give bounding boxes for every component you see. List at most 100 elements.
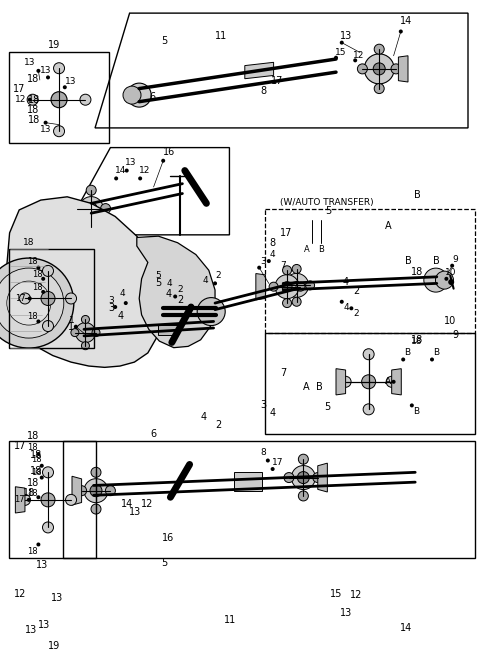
- Circle shape: [299, 491, 308, 501]
- Circle shape: [43, 321, 53, 331]
- Text: 4: 4: [118, 311, 124, 321]
- Circle shape: [279, 281, 288, 290]
- Circle shape: [340, 300, 344, 304]
- Circle shape: [283, 266, 291, 275]
- Circle shape: [91, 467, 101, 478]
- Circle shape: [82, 342, 89, 350]
- Text: 17: 17: [271, 76, 284, 87]
- Polygon shape: [15, 487, 25, 513]
- Polygon shape: [137, 236, 215, 348]
- Text: 8: 8: [270, 237, 276, 248]
- Text: 7: 7: [280, 367, 287, 378]
- Text: 4: 4: [343, 277, 348, 287]
- Circle shape: [66, 495, 76, 505]
- Circle shape: [28, 98, 32, 102]
- Polygon shape: [158, 325, 178, 335]
- Text: 10: 10: [445, 268, 457, 277]
- Circle shape: [79, 197, 103, 220]
- Circle shape: [269, 282, 278, 291]
- Text: 18: 18: [26, 478, 39, 488]
- Text: 15: 15: [335, 48, 347, 57]
- Polygon shape: [398, 56, 408, 82]
- Text: 14: 14: [115, 166, 127, 175]
- Text: B: B: [405, 256, 411, 266]
- Text: 12: 12: [141, 499, 154, 509]
- Text: 7: 7: [280, 261, 286, 270]
- Circle shape: [41, 493, 55, 507]
- Circle shape: [138, 176, 142, 180]
- Text: 2: 2: [216, 271, 221, 280]
- Text: B: B: [404, 348, 410, 358]
- Text: B: B: [433, 348, 439, 358]
- Circle shape: [36, 319, 40, 323]
- Circle shape: [363, 404, 374, 415]
- Text: 17: 17: [14, 441, 26, 451]
- Text: 5: 5: [156, 271, 161, 280]
- Text: 3: 3: [108, 303, 114, 314]
- Text: 18: 18: [27, 256, 38, 266]
- Circle shape: [349, 306, 353, 310]
- Circle shape: [435, 271, 454, 289]
- Text: 13: 13: [50, 593, 63, 604]
- Circle shape: [271, 467, 275, 471]
- Text: 4: 4: [166, 279, 172, 288]
- Circle shape: [54, 126, 64, 136]
- Text: B: B: [433, 256, 440, 266]
- Circle shape: [267, 259, 271, 263]
- Circle shape: [430, 358, 434, 361]
- Text: 1: 1: [68, 321, 74, 332]
- Circle shape: [374, 83, 384, 94]
- Circle shape: [20, 293, 30, 304]
- Circle shape: [85, 203, 97, 215]
- Circle shape: [40, 464, 44, 468]
- Text: 9: 9: [452, 329, 458, 340]
- Text: B: B: [318, 245, 324, 254]
- Text: 18: 18: [27, 546, 38, 556]
- Text: 13: 13: [65, 77, 77, 87]
- Polygon shape: [318, 463, 327, 492]
- Text: 5: 5: [161, 558, 168, 568]
- Circle shape: [77, 485, 86, 496]
- Circle shape: [298, 472, 310, 483]
- Text: 18: 18: [31, 468, 41, 477]
- Polygon shape: [392, 369, 401, 395]
- Circle shape: [291, 466, 315, 489]
- Text: 18: 18: [23, 238, 35, 247]
- Text: 18: 18: [411, 337, 422, 346]
- Text: 19: 19: [48, 39, 60, 50]
- Circle shape: [54, 63, 64, 73]
- Circle shape: [358, 64, 367, 74]
- Circle shape: [41, 277, 45, 281]
- Circle shape: [74, 325, 78, 329]
- Text: 18: 18: [27, 115, 40, 125]
- Circle shape: [448, 279, 454, 285]
- Circle shape: [213, 281, 217, 285]
- Text: 5: 5: [161, 35, 168, 46]
- Text: 19: 19: [48, 641, 60, 651]
- Circle shape: [410, 403, 414, 407]
- Circle shape: [282, 281, 292, 292]
- Text: 12: 12: [353, 51, 365, 60]
- Circle shape: [71, 329, 79, 337]
- Circle shape: [392, 380, 396, 384]
- Circle shape: [266, 459, 270, 462]
- Text: 13: 13: [36, 560, 48, 571]
- Circle shape: [353, 58, 357, 62]
- Text: 18: 18: [26, 73, 39, 84]
- Polygon shape: [5, 197, 163, 367]
- Text: 18: 18: [32, 270, 43, 279]
- Circle shape: [43, 522, 53, 533]
- Text: 18: 18: [410, 267, 423, 277]
- Circle shape: [36, 69, 40, 73]
- Text: 4: 4: [270, 250, 276, 259]
- Polygon shape: [72, 476, 82, 505]
- Text: 2: 2: [353, 286, 360, 297]
- Text: 16: 16: [162, 533, 174, 543]
- Text: 11: 11: [224, 615, 237, 625]
- Circle shape: [292, 264, 301, 274]
- Circle shape: [173, 295, 177, 298]
- Circle shape: [43, 266, 53, 276]
- Text: 8: 8: [260, 448, 266, 457]
- Circle shape: [41, 290, 45, 294]
- Text: 12: 12: [14, 588, 26, 599]
